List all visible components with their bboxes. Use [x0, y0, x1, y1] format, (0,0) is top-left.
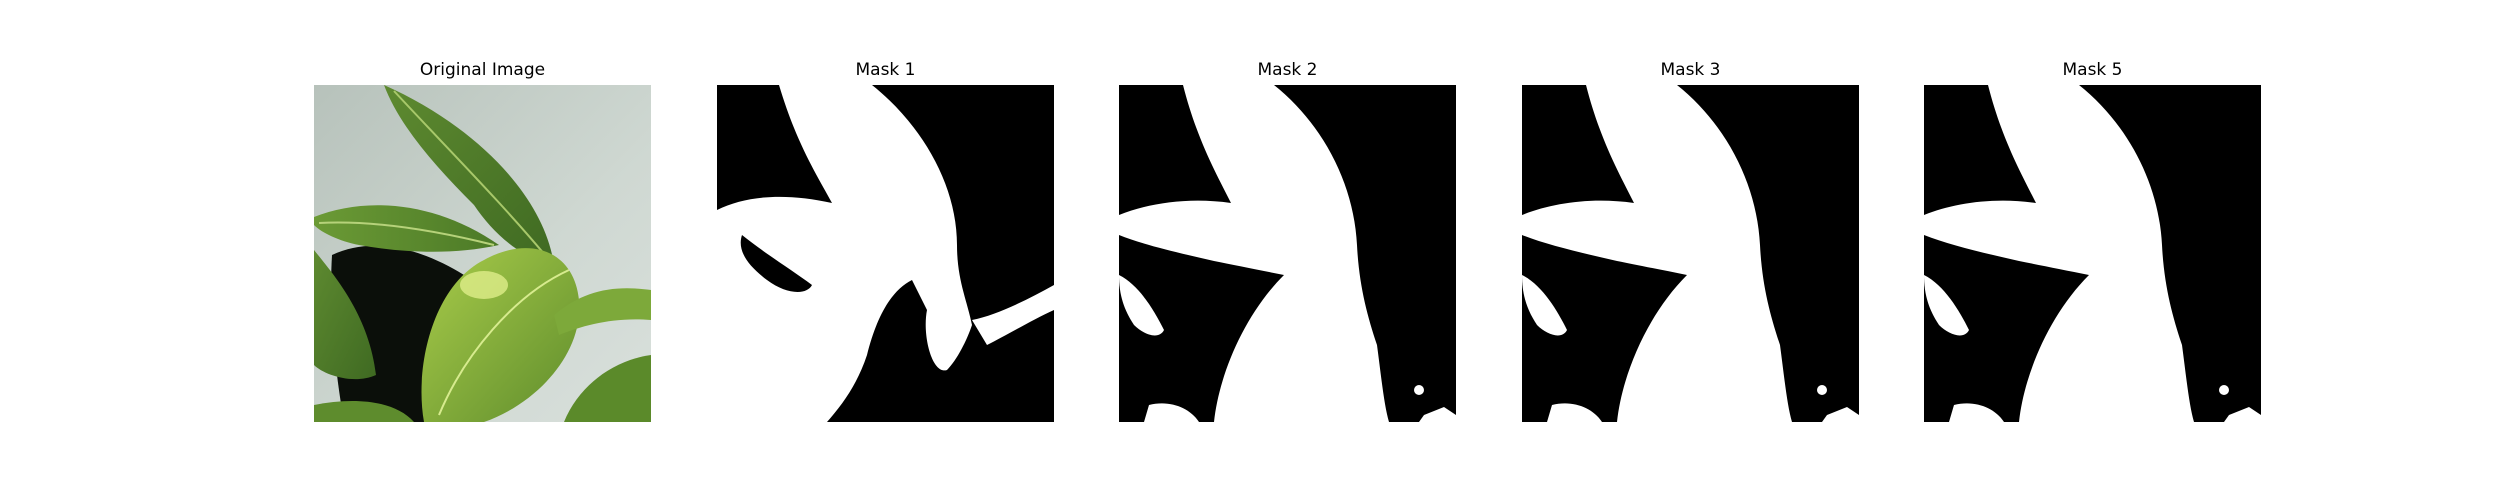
- original-photo: [314, 85, 651, 422]
- panel-mask-3: Mask 3: [1522, 0, 1859, 500]
- panel-title: Mask 1: [855, 60, 916, 80]
- panel-title: Mask 5: [2062, 60, 2123, 80]
- panel-title: Mask 3: [1660, 60, 1721, 80]
- panel-original-image: Original Image: [314, 0, 651, 500]
- mask-image: [1522, 85, 1859, 422]
- panel-mask-2: Mask 2: [1119, 0, 1456, 500]
- panel-mask-1: Mask 1: [717, 0, 1054, 500]
- panel-title: Mask 2: [1257, 60, 1318, 80]
- panel-title: Original Image: [419, 60, 546, 80]
- mask-image: [1119, 85, 1456, 422]
- panel-mask-5: Mask 5: [1924, 0, 2261, 500]
- mask-image: [717, 85, 1054, 422]
- mask-image: [1924, 85, 2261, 422]
